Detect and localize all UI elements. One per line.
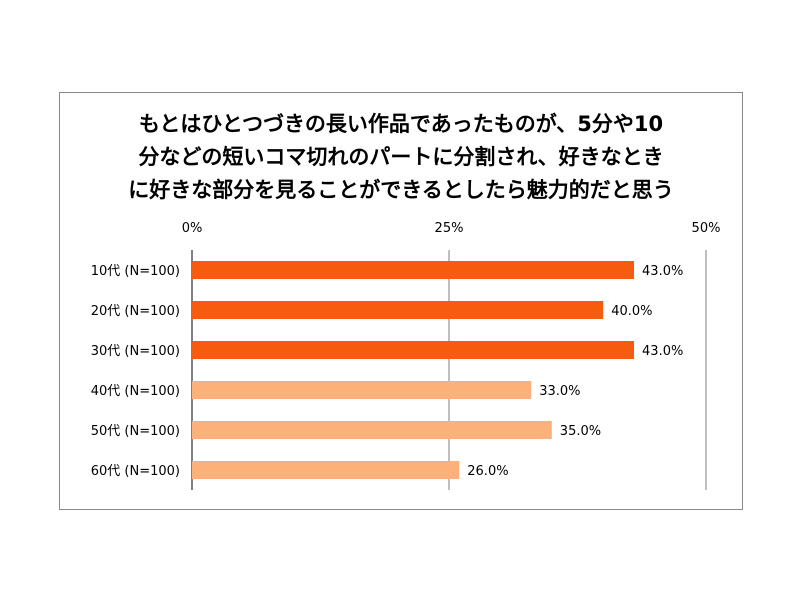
category-label-2: 30代 (N=100) [91,344,180,359]
value-label-4: 35.0% [560,424,601,439]
value-label-0: 43.0% [642,264,683,279]
bar-5 [192,461,460,479]
bar-1 [192,301,604,319]
tick-label-0: 0% [182,221,203,236]
chart-title-line-1: もとはひとつづきの長い作品であったものが、5分や10 [138,112,664,136]
category-label-0: 10代 (N=100) [91,264,180,279]
value-label-2: 43.0% [642,344,683,359]
category-label-1: 20代 (N=100) [91,304,180,319]
bar-4 [192,421,552,439]
value-label-5: 26.0% [467,464,508,479]
tick-label-1: 25% [435,221,464,236]
tick-label-2: 50% [692,221,721,236]
value-label-1: 40.0% [611,304,652,319]
value-label-3: 33.0% [539,384,580,399]
bar-3 [192,381,532,399]
bar-0 [192,261,635,279]
bar-2 [192,341,635,359]
chart-title: もとはひとつづきの長い作品であったものが、5分や10 分などの短いコマ切れのパー… [59,108,743,207]
category-label-3: 40代 (N=100) [91,384,180,399]
chart-title-line-3: に好きな部分を見ることができるとしたら魅力的だと思う [128,178,674,202]
category-label-4: 50代 (N=100) [91,424,180,439]
chart-title-line-2: 分などの短いコマ切れのパートに分割され、好きなとき [138,145,664,169]
category-label-5: 60代 (N=100) [91,464,180,479]
